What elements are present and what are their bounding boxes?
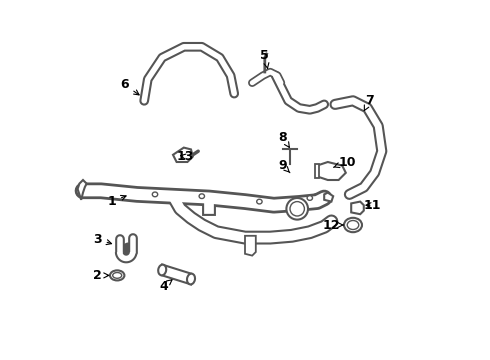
- Ellipse shape: [187, 274, 195, 284]
- Polygon shape: [245, 236, 256, 256]
- Ellipse shape: [307, 196, 313, 200]
- Ellipse shape: [158, 265, 166, 275]
- Text: 3: 3: [93, 233, 112, 246]
- Text: 1: 1: [107, 195, 126, 208]
- Polygon shape: [162, 265, 191, 284]
- Ellipse shape: [152, 192, 158, 197]
- Polygon shape: [173, 148, 193, 162]
- Polygon shape: [317, 162, 346, 180]
- Text: 6: 6: [120, 78, 139, 95]
- Text: 4: 4: [160, 280, 172, 293]
- Ellipse shape: [286, 198, 308, 220]
- Text: 12: 12: [322, 219, 343, 231]
- Ellipse shape: [257, 199, 262, 204]
- Text: 5: 5: [260, 49, 269, 68]
- Text: 10: 10: [334, 156, 356, 168]
- Ellipse shape: [110, 270, 124, 280]
- Text: 7: 7: [364, 94, 373, 111]
- Polygon shape: [315, 164, 319, 178]
- Ellipse shape: [199, 194, 204, 199]
- Ellipse shape: [344, 218, 362, 232]
- Text: 11: 11: [364, 199, 382, 212]
- Text: 9: 9: [278, 159, 290, 173]
- Ellipse shape: [290, 202, 304, 216]
- Ellipse shape: [113, 273, 122, 278]
- Polygon shape: [324, 193, 333, 202]
- Text: 8: 8: [278, 131, 290, 147]
- Polygon shape: [351, 202, 364, 214]
- Ellipse shape: [347, 220, 359, 230]
- Text: 2: 2: [93, 269, 109, 282]
- Polygon shape: [77, 180, 87, 200]
- Text: 13: 13: [177, 150, 195, 163]
